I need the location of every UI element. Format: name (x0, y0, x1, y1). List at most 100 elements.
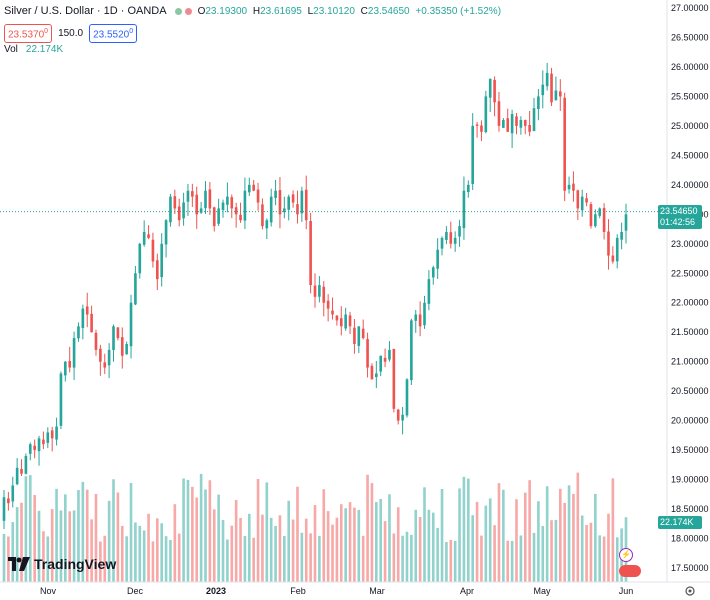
volume-bar (589, 522, 593, 582)
volume-bar (278, 515, 282, 582)
volume-bar (445, 541, 448, 582)
candle (388, 341, 391, 362)
buy-button[interactable]: 23.55200 (89, 24, 138, 44)
candle (278, 177, 282, 229)
candle (624, 203, 628, 244)
candle (283, 196, 286, 219)
volume-bar (502, 489, 505, 582)
volume-bar (37, 510, 41, 582)
candle (484, 90, 488, 134)
volume-bar (24, 476, 28, 582)
candle (510, 109, 514, 149)
tradingview-logo-text: TradingView (34, 556, 117, 572)
candle (300, 186, 304, 222)
candle (55, 417, 58, 446)
time-axis-label: Mar (369, 586, 385, 596)
tradingview-logo[interactable]: TradingView (8, 556, 116, 572)
tradingview-logo-icon (8, 557, 30, 571)
volume-bar (523, 492, 527, 582)
candle (405, 378, 409, 418)
volume-bar (414, 509, 418, 582)
volume-bar (252, 537, 255, 582)
volume-bar (537, 501, 540, 582)
time-axis-label: Dec (127, 586, 144, 596)
candle (11, 476, 15, 508)
candle (252, 179, 255, 192)
candle (563, 92, 566, 202)
volume-bar (138, 525, 142, 582)
candle (572, 171, 575, 202)
volume-bar (204, 489, 207, 582)
candle (247, 177, 251, 197)
candle (475, 122, 479, 138)
candle (243, 177, 247, 229)
candle (287, 194, 291, 221)
candle (353, 319, 356, 354)
volume-bar (120, 525, 124, 582)
alert-icons[interactable]: ⚡ (619, 548, 641, 577)
price-axis-label: 23.00000 (671, 239, 709, 249)
candle (28, 442, 32, 461)
candle (497, 91, 501, 132)
volume-bar (348, 502, 352, 582)
volume-bar (81, 481, 85, 582)
candle (348, 311, 352, 335)
volume-label[interactable]: Vol (4, 44, 18, 55)
candle (103, 353, 107, 375)
volume-bar (493, 525, 496, 582)
candle (151, 232, 155, 268)
volume-bar (436, 527, 439, 582)
volume-bar (134, 522, 137, 582)
candle (2, 490, 6, 530)
candle (147, 225, 150, 240)
volume-bar (366, 474, 369, 582)
candle (134, 265, 137, 306)
volume-bar (313, 505, 317, 582)
candle (77, 322, 80, 342)
volume-bar (558, 488, 562, 582)
events-flag-icon[interactable] (619, 565, 641, 577)
candle (24, 453, 28, 475)
volume-bar (20, 502, 23, 582)
volume-bar (2, 533, 6, 582)
candle (537, 88, 540, 121)
volume-bar (466, 478, 470, 582)
volume-bar (169, 539, 172, 582)
price-axis-label: 18.50000 (671, 504, 709, 514)
volume-bar (563, 502, 566, 582)
current-price-tag: 23.54650 01:42:56 (658, 205, 702, 229)
lightning-icon[interactable]: ⚡ (619, 548, 633, 562)
volume-bar (42, 531, 45, 582)
volume-bar (155, 518, 159, 582)
candle (94, 329, 98, 356)
candle (212, 206, 216, 232)
price-axis-label: 20.00000 (671, 416, 709, 426)
volume-bar (576, 472, 580, 582)
volume-bar (296, 486, 299, 582)
settings-gear-icon[interactable] (685, 586, 695, 596)
volume-bar (431, 512, 435, 582)
candle (607, 219, 610, 270)
volume-bar (90, 519, 93, 582)
sell-button[interactable]: 23.53700 (4, 24, 53, 44)
candle (33, 439, 36, 459)
volume-legend: Vol 22.174K (4, 44, 63, 55)
candle (488, 78, 492, 113)
candle (545, 62, 549, 91)
candle (589, 201, 593, 229)
volume-bar (77, 489, 80, 582)
volume-bar (510, 541, 514, 582)
candle (580, 189, 584, 217)
volume-bar (440, 489, 444, 582)
price-axis-label: 22.00000 (671, 298, 709, 308)
symbol-title[interactable]: Silver / U.S. Dollar · 1D · OANDA (4, 5, 167, 17)
volume-bar (85, 489, 89, 582)
volume-bar (191, 486, 194, 582)
candle (576, 189, 580, 221)
volume-bar (388, 494, 391, 582)
price-axis-label: 27.00000 (671, 3, 709, 13)
volume-bar (392, 533, 396, 582)
candle (129, 294, 133, 359)
volume-bar (291, 519, 295, 582)
